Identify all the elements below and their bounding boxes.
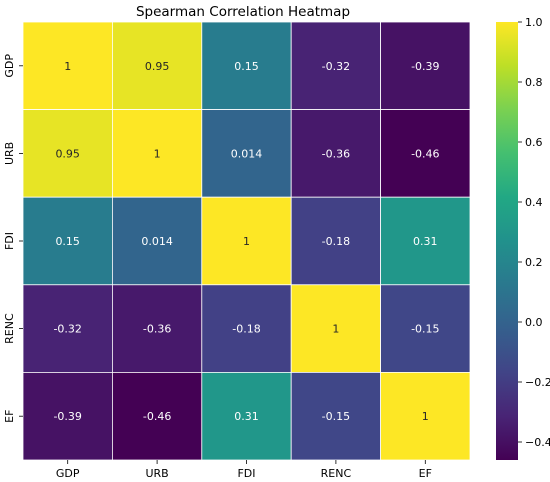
cell-value-label: 1	[154, 147, 161, 160]
cell-value-label: -0.36	[322, 147, 350, 160]
cell-value-label: 0.15	[55, 235, 80, 248]
colorbar-tick-label: −0.2	[525, 376, 550, 389]
colorbar-tick-label: 0.2	[525, 256, 543, 269]
cell-value-label: -0.39	[53, 410, 81, 423]
cell-value-label: -0.46	[411, 147, 439, 160]
heatmap-cell-gdp-urb	[112, 21, 203, 110]
x-tick-label-urb: URB	[145, 467, 168, 480]
chart-title: Spearman Correlation Heatmap	[136, 4, 350, 20]
cell-value-label: -0.15	[411, 323, 439, 336]
heatmap-cell-gdp-ef	[380, 21, 471, 110]
y-axis: GDP URB FDI RENC EF	[3, 54, 23, 423]
heatmap-cell-ef-ef	[380, 371, 471, 461]
heatmap-cell-urb-fdi	[201, 109, 292, 198]
y-tick-label-fdi: FDI	[3, 232, 16, 250]
colorbar-gradient	[496, 22, 518, 460]
heatmap-cell-renc-renc	[290, 284, 382, 373]
cell-value-label: 0.014	[231, 147, 263, 160]
cell-value-label: -0.36	[143, 323, 171, 336]
heatmap-cell-gdp-gdp	[22, 21, 113, 110]
cell-value-label: -0.15	[322, 410, 350, 423]
heatmap-cell-labels: 1 0.95 0.15 -0.32 -0.39 0.95 1 0.014 -0.36 -0.46 0…	[53, 60, 439, 423]
y-tick-label-renc: RENC	[3, 313, 16, 344]
colorbar-tick-label: 1.0	[525, 16, 543, 29]
cell-value-label: -0.39	[411, 60, 439, 73]
heatmap-cell-fdi-ef	[380, 196, 471, 286]
x-tick-label-ef: EF	[419, 467, 432, 480]
cell-value-label: 0.014	[141, 235, 173, 248]
heatmap-cell-ef-gdp	[22, 371, 113, 461]
colorbar: 1.0 0.8 0.6 0.4 0.2 0.0 −0.2 −0.4	[496, 16, 550, 460]
cell-value-label: 0.15	[234, 60, 259, 73]
cell-value-label: -0.32	[53, 323, 81, 336]
y-tick-label-gdp: GDP	[3, 54, 16, 78]
colorbar-tick-label: 0.8	[525, 76, 543, 89]
cell-value-label: -0.46	[143, 410, 171, 423]
heatmap-cell-fdi-urb	[112, 196, 203, 286]
cell-value-label: 0.95	[55, 147, 80, 160]
cell-value-label: -0.32	[322, 60, 350, 73]
x-tick-label-fdi: FDI	[237, 467, 255, 480]
colorbar-tick-label: 0.0	[525, 316, 543, 329]
colorbar-tick-label: 0.4	[525, 196, 543, 209]
heatmap-cells	[22, 21, 471, 461]
x-tick-label-gdp: GDP	[56, 467, 80, 480]
heatmap-cell-ef-fdi	[201, 371, 292, 461]
heatmap-cell-fdi-renc	[290, 196, 382, 286]
x-axis: GDP URB FDI RENC EF	[56, 460, 432, 480]
heatmap-cell-urb-gdp	[22, 109, 113, 198]
cell-value-label: 1	[422, 410, 429, 423]
heatmap-cell-gdp-renc	[290, 21, 382, 110]
heatmap-cell-renc-fdi	[201, 284, 292, 373]
heatmap-cell-urb-ef	[380, 109, 471, 198]
cell-value-label: 0.95	[145, 60, 170, 73]
cell-value-label: 1	[332, 323, 339, 336]
colorbar-tick-label: 0.6	[525, 136, 543, 149]
heatmap-cell-renc-ef	[380, 284, 471, 373]
cell-value-label: 0.31	[234, 410, 259, 423]
cell-value-label: 0.31	[413, 235, 438, 248]
x-tick-label-renc: RENC	[321, 467, 352, 480]
y-tick-label-urb: URB	[3, 142, 16, 165]
heatmap-cell-gdp-fdi	[201, 21, 292, 110]
cell-value-label: -0.18	[232, 323, 260, 336]
heatmap-cell-renc-urb	[112, 284, 203, 373]
colorbar-tick-label: −0.4	[525, 436, 550, 449]
heatmap-cell-ef-urb	[112, 371, 203, 461]
cell-value-label: 1	[64, 60, 71, 73]
cell-value-label: 1	[243, 235, 250, 248]
heatmap-cell-fdi-fdi	[201, 196, 292, 286]
y-tick-label-ef: EF	[3, 410, 16, 423]
cell-value-label: -0.18	[322, 235, 350, 248]
